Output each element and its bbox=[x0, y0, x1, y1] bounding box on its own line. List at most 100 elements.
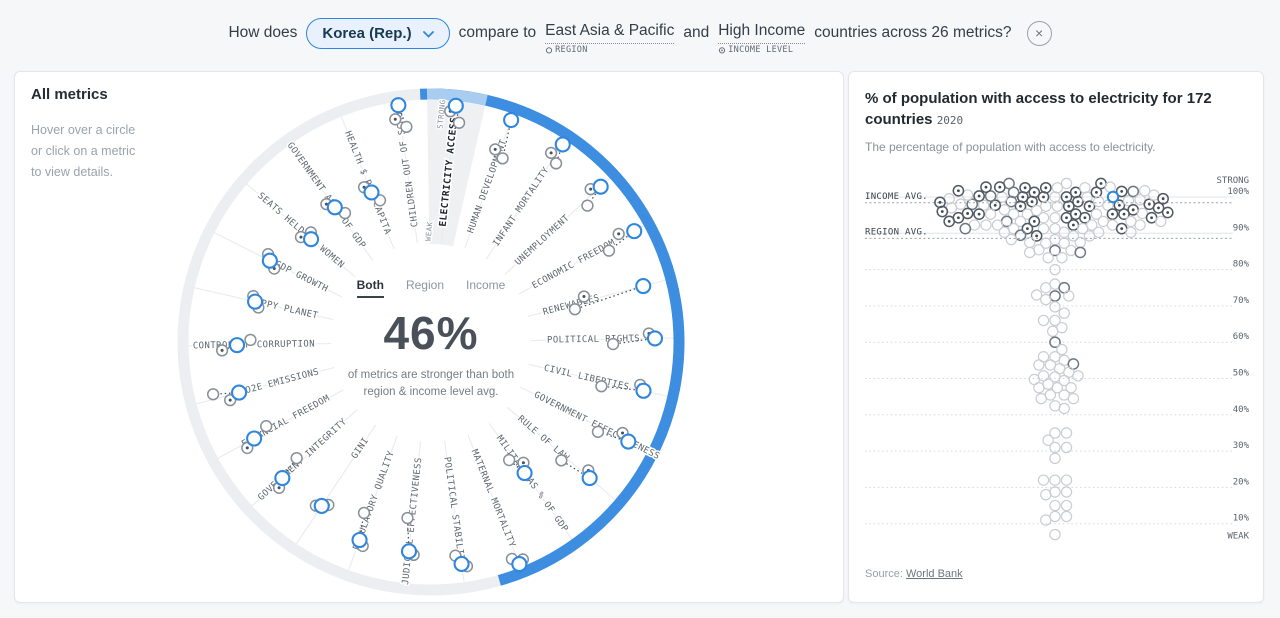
country-dot-income[interactable] bbox=[980, 181, 992, 193]
country-dot-region[interactable] bbox=[1049, 244, 1061, 257]
country-dot-region[interactable] bbox=[966, 198, 979, 211]
country-dot-other[interactable] bbox=[1037, 474, 1050, 486]
region-avg-dot[interactable] bbox=[568, 303, 582, 316]
country-dot-income[interactable] bbox=[1062, 200, 1075, 213]
korea-dot[interactable] bbox=[313, 497, 330, 514]
country-dot-other[interactable] bbox=[1060, 474, 1073, 486]
country-dot-other[interactable] bbox=[998, 226, 1011, 238]
country-dot-other[interactable] bbox=[1049, 427, 1061, 439]
income-term[interactable]: High Income INCOME LEVEL bbox=[718, 22, 806, 55]
country-dot-other[interactable] bbox=[1060, 427, 1073, 439]
region-avg-dot[interactable] bbox=[452, 116, 466, 129]
country-dot-other[interactable] bbox=[1125, 226, 1137, 238]
region-avg-dot[interactable] bbox=[206, 388, 220, 401]
country-dot-income[interactable] bbox=[961, 207, 974, 220]
country-dot-other[interactable] bbox=[1058, 402, 1070, 415]
country-dot-other[interactable] bbox=[1076, 222, 1089, 235]
country-dot-income[interactable] bbox=[1106, 208, 1119, 220]
korea-dot[interactable] bbox=[626, 223, 643, 240]
korea-dot[interactable] bbox=[326, 199, 343, 216]
country-dot-other[interactable] bbox=[1067, 230, 1080, 242]
country-dot-other[interactable] bbox=[1155, 215, 1167, 228]
country-dot-other[interactable] bbox=[1049, 452, 1061, 465]
country-dot-other[interactable] bbox=[1067, 392, 1080, 405]
region-avg-dot[interactable] bbox=[581, 199, 594, 212]
country-dot-other[interactable] bbox=[1040, 293, 1052, 306]
country-dot-region[interactable] bbox=[984, 190, 997, 202]
korea-dot[interactable] bbox=[351, 531, 368, 549]
country-dot-other[interactable] bbox=[1065, 381, 1077, 394]
country-dot-other[interactable] bbox=[1060, 499, 1073, 512]
country-dot-other[interactable] bbox=[1023, 236, 1036, 249]
korea-dot[interactable] bbox=[400, 543, 418, 560]
country-dot-income[interactable] bbox=[1083, 200, 1096, 213]
country-dot-other[interactable] bbox=[1049, 474, 1061, 486]
country-dot-other[interactable] bbox=[977, 199, 990, 211]
korea-dot[interactable] bbox=[303, 231, 320, 248]
country-dot-other[interactable] bbox=[1049, 486, 1061, 498]
country-dot-income[interactable] bbox=[1072, 195, 1084, 208]
country-dot-income[interactable] bbox=[1152, 202, 1165, 214]
region-avg-dot[interactable] bbox=[290, 451, 303, 465]
korea-dot[interactable] bbox=[246, 430, 263, 447]
country-dot-other[interactable] bbox=[1049, 441, 1061, 454]
country-dot-other[interactable] bbox=[1060, 486, 1073, 498]
country-dot-income[interactable] bbox=[1161, 206, 1174, 219]
korea-dot[interactable] bbox=[247, 293, 264, 310]
region-avg-dot[interactable] bbox=[503, 453, 516, 467]
metric-label[interactable]: UNEMPLOYMENT bbox=[512, 212, 573, 270]
country-dot-other[interactable] bbox=[1072, 370, 1084, 382]
country-dot-other[interactable] bbox=[1139, 185, 1151, 197]
korea-dot[interactable] bbox=[390, 97, 407, 114]
country-dot-income[interactable] bbox=[952, 184, 965, 197]
korea-dot[interactable] bbox=[635, 277, 652, 295]
region-avg-dot[interactable] bbox=[357, 506, 371, 520]
country-dot-other[interactable] bbox=[1049, 314, 1061, 327]
country-dot-other[interactable] bbox=[1083, 230, 1096, 242]
country-dot-other[interactable] bbox=[1033, 244, 1045, 256]
country-dot-income[interactable] bbox=[934, 196, 946, 209]
region-avg-dot[interactable] bbox=[555, 454, 568, 467]
country-dot-income[interactable] bbox=[989, 199, 1002, 212]
region-avg-dot[interactable] bbox=[595, 380, 608, 393]
country-dot-region[interactable] bbox=[1005, 195, 1018, 208]
country-dot-other[interactable] bbox=[1049, 499, 1061, 512]
korea-dot[interactable] bbox=[274, 469, 291, 487]
region-avg-dot[interactable] bbox=[606, 337, 620, 351]
country-dot-income[interactable] bbox=[1021, 222, 1034, 235]
country-dot-region[interactable] bbox=[1049, 336, 1061, 349]
tab-both[interactable]: Both bbox=[356, 278, 384, 298]
country-dot-other[interactable] bbox=[1037, 314, 1050, 327]
country-dot-region[interactable] bbox=[1014, 229, 1027, 242]
country-dot-other[interactable] bbox=[998, 204, 1011, 216]
country-dot-other[interactable] bbox=[1063, 290, 1075, 302]
close-button[interactable]: × bbox=[1026, 20, 1052, 46]
region-avg-dot[interactable] bbox=[591, 425, 605, 438]
country-dot-region[interactable] bbox=[1074, 246, 1087, 259]
country-dot-income[interactable] bbox=[993, 181, 1006, 193]
country-dot-other[interactable] bbox=[1033, 381, 1045, 394]
country-dot-other[interactable] bbox=[1051, 200, 1063, 212]
region-avg-dot[interactable] bbox=[602, 244, 616, 257]
country-dot-other[interactable] bbox=[1104, 181, 1116, 193]
region-avg-dot[interactable] bbox=[260, 420, 273, 433]
country-dot-other[interactable] bbox=[1040, 282, 1052, 294]
korea-dot[interactable] bbox=[646, 330, 664, 347]
country-dot-income[interactable] bbox=[1079, 211, 1091, 224]
country-dot-other[interactable] bbox=[1049, 528, 1061, 541]
korea-dot[interactable] bbox=[503, 111, 520, 129]
country-dot-other[interactable] bbox=[961, 189, 974, 201]
country-dot-income[interactable] bbox=[1014, 200, 1027, 213]
region-avg-dot[interactable] bbox=[496, 152, 509, 165]
region-avg-dot[interactable] bbox=[549, 157, 563, 170]
country-dot-other[interactable] bbox=[1040, 488, 1052, 501]
country-dot-other[interactable] bbox=[1042, 434, 1054, 446]
country-dot-income[interactable] bbox=[1039, 181, 1052, 194]
country-dot-other[interactable] bbox=[1005, 233, 1017, 246]
country-dot-other[interactable] bbox=[1060, 441, 1073, 454]
country-dot-other[interactable] bbox=[1056, 251, 1068, 264]
source-link[interactable]: World Bank bbox=[905, 568, 963, 580]
country-dot-other[interactable] bbox=[1042, 251, 1054, 264]
korea-dot[interactable] bbox=[231, 384, 248, 401]
tab-region[interactable]: Region bbox=[405, 278, 444, 292]
